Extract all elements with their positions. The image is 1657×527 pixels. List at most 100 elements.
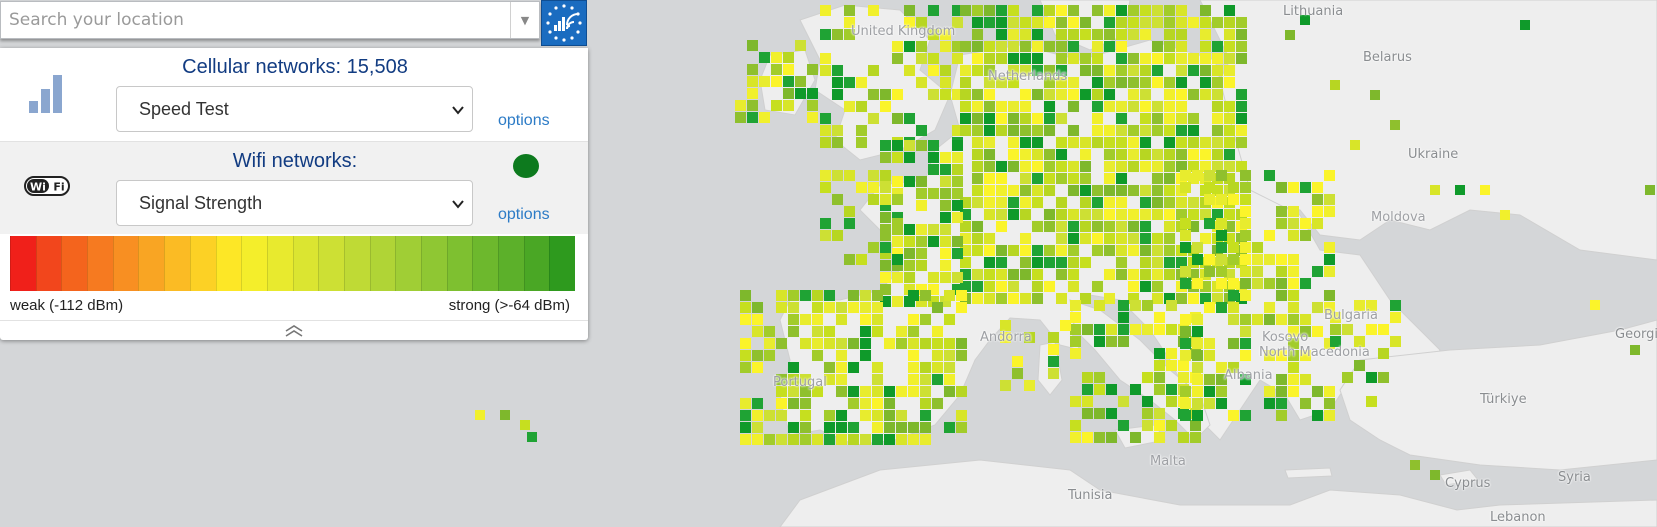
coverage-cell — [856, 77, 867, 88]
coverage-cell — [1164, 113, 1175, 124]
coverage-cell — [1152, 293, 1163, 304]
wifi-status-dot[interactable] — [513, 154, 539, 178]
coverage-cell — [1020, 41, 1031, 52]
coverage-cell — [928, 89, 939, 100]
coverage-cell — [1288, 230, 1299, 241]
collapse-panel-button[interactable] — [0, 320, 588, 341]
coverage-cell — [1164, 149, 1175, 160]
coverage-cell — [1154, 408, 1165, 419]
coverage-cell — [812, 386, 823, 397]
cellular-metric-select[interactable]: Speed Test — [116, 86, 473, 132]
coverage-cell — [1236, 41, 1247, 52]
coverage-cell — [1216, 230, 1227, 241]
coverage-cell — [908, 338, 919, 349]
coverage-cell — [807, 100, 818, 111]
coverage-cell — [1276, 314, 1287, 325]
wifi-options-link[interactable]: options — [498, 206, 550, 223]
coverage-cell — [807, 112, 818, 123]
cellular-options-link[interactable]: options — [498, 112, 550, 129]
coverage-cell — [848, 290, 859, 301]
coverage-cell — [1080, 17, 1091, 28]
coverage-cell — [1224, 173, 1235, 184]
coverage-cell — [932, 350, 943, 361]
legend-color-cell — [446, 236, 473, 291]
coverage-cell — [868, 242, 879, 253]
coverage-cell — [1228, 410, 1239, 421]
coverage-cell — [1236, 17, 1247, 28]
coverage-cell — [500, 410, 510, 420]
coverage-cell — [1068, 233, 1079, 244]
coverage-cell — [1032, 29, 1043, 40]
coverage-cell — [880, 296, 891, 307]
coverage-cell — [1264, 302, 1275, 313]
coverage-cell — [1330, 324, 1341, 335]
coverage-cell — [740, 290, 751, 301]
coverage-cell — [880, 152, 891, 163]
coverage-cell — [1140, 269, 1151, 280]
coverage-cell — [1080, 161, 1091, 172]
coverage-cell — [836, 314, 847, 325]
coverage-cell — [1252, 254, 1263, 265]
coverage-cell — [1104, 41, 1115, 52]
coverage-cell — [1276, 278, 1287, 289]
coverage-cell — [860, 398, 871, 409]
coverage-cell — [1216, 254, 1227, 265]
coverage-cell — [984, 89, 995, 100]
coverage-cell — [1056, 149, 1067, 160]
coverage-cell — [1188, 137, 1199, 148]
coverage-cell — [1212, 41, 1223, 52]
coverage-cell — [1188, 161, 1199, 172]
coverage-cell — [1116, 65, 1127, 76]
coverage-cell — [1480, 185, 1490, 195]
coverage-cell — [1000, 320, 1011, 331]
coverage-cell — [1176, 197, 1187, 208]
coverage-cell — [984, 113, 995, 124]
coverage-cell — [1312, 410, 1323, 421]
wifi-metric-select[interactable]: Signal Strength — [116, 180, 473, 226]
coverage-cell — [1128, 53, 1139, 64]
coverage-cell — [1200, 137, 1211, 148]
coverage-cell — [972, 185, 983, 196]
coverage-cell — [984, 245, 995, 256]
coverage-cell — [1264, 170, 1275, 181]
search-dropdown-button[interactable]: ▼ — [510, 2, 539, 38]
coverage-cell — [1354, 336, 1365, 347]
coverage-cell — [1068, 41, 1079, 52]
coverage-cell — [783, 88, 794, 99]
legend-color-cell — [421, 236, 447, 291]
coverage-cell — [1236, 101, 1247, 112]
coverage-cell — [1166, 396, 1177, 407]
coverage-cell — [952, 140, 963, 151]
coverage-cell — [1032, 125, 1043, 136]
coverage-cell — [960, 269, 971, 280]
cellular-metric-value: Speed Test — [139, 99, 229, 119]
coverage-cell — [1092, 89, 1103, 100]
coverage-cell — [1176, 137, 1187, 148]
search-input[interactable] — [1, 2, 509, 38]
coverage-cell — [868, 65, 879, 76]
coverage-cell — [1236, 29, 1247, 40]
coverage-cell — [972, 173, 983, 184]
coverage-cell — [788, 302, 799, 313]
coverage-cell — [916, 125, 927, 136]
map-label-lebanon: Lebanon — [1490, 510, 1546, 525]
coverage-cell — [904, 260, 915, 271]
coverage-cell — [920, 290, 931, 301]
eu-wifi-logo-button[interactable] — [541, 0, 587, 46]
coverage-cell — [952, 152, 963, 163]
coverage-cell — [952, 188, 963, 199]
coverage-cell — [1216, 374, 1227, 385]
coverage-cell — [800, 434, 811, 445]
coverage-cell — [1020, 233, 1031, 244]
coverage-cell — [884, 398, 895, 409]
coverage-cell — [1118, 396, 1129, 407]
coverage-cell — [1140, 17, 1151, 28]
coverage-cell — [860, 326, 871, 337]
cellular-bars-icon — [29, 75, 62, 113]
cellular-title: Cellular networks: 15,508 — [182, 56, 408, 78]
coverage-cell — [844, 17, 855, 28]
coverage-cell — [824, 338, 835, 349]
coverage-cell — [928, 272, 939, 283]
coverage-cell — [940, 296, 951, 307]
